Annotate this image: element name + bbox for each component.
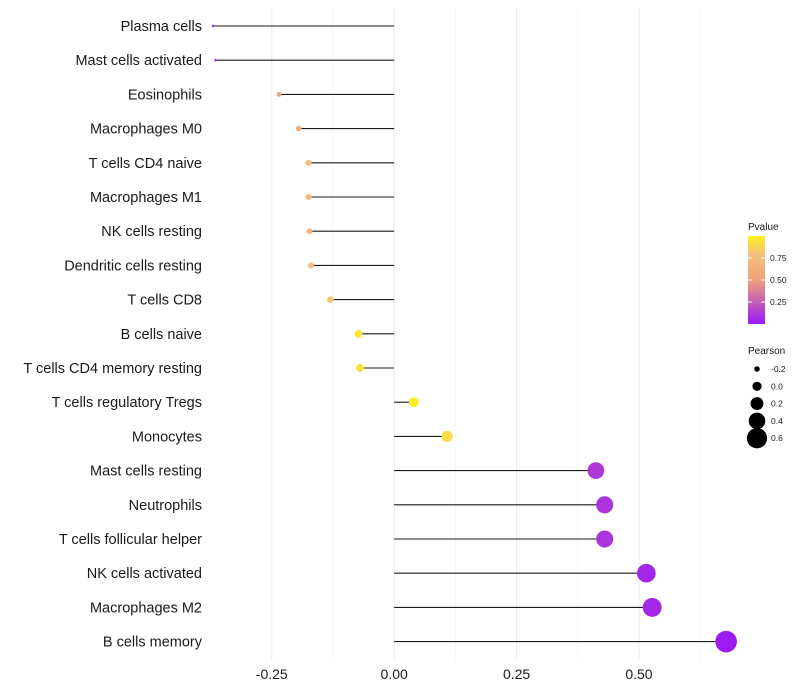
legend-pvalue-colorbar [748, 236, 765, 324]
category-label: NK cells resting [101, 224, 202, 240]
legend-pearson-title: Pearson [748, 346, 785, 357]
legend-pearson-label: 0.6 [771, 433, 783, 443]
legend-pearson-dot [752, 381, 762, 391]
category-label: T cells CD8 [127, 293, 202, 309]
x-tick-label: 0.50 [625, 666, 652, 682]
data-point [596, 530, 614, 548]
category-label: Neutrophils [129, 498, 202, 514]
data-point [214, 58, 217, 62]
category-label: T cells CD4 naive [89, 156, 202, 172]
legend-pearson-label: 0.4 [771, 416, 783, 426]
gridlines [271, 8, 701, 660]
legend-pvalue-tick: 0.50 [770, 275, 787, 285]
x-axis-ticks: -0.25 0.00 0.25 0.50 [256, 666, 653, 682]
x-tick-label: 0.00 [381, 666, 408, 682]
data-point [306, 228, 313, 235]
category-labels: Plasma cells Mast cells activated Eosinoph… [23, 19, 202, 651]
category-label: Macrophages M1 [90, 190, 202, 206]
stems [213, 25, 727, 643]
category-label: NK cells activated [87, 566, 202, 582]
data-point [354, 329, 363, 338]
data-point [307, 262, 314, 269]
category-label: Eosinophils [128, 87, 202, 103]
legend-pvalue-tick: 0.25 [770, 297, 787, 307]
data-point [596, 496, 614, 514]
data-point [636, 563, 656, 583]
category-label: Mast cells activated [75, 53, 202, 69]
category-label: T cells CD4 memory resting [23, 361, 202, 377]
data-point [441, 430, 453, 442]
category-label: Monocytes [132, 429, 202, 445]
category-label: T cells regulatory Tregs [52, 395, 202, 411]
legend-pearson-label: -0.2 [771, 364, 786, 374]
data-point [355, 364, 364, 372]
data-point [587, 462, 605, 479]
data-point [642, 597, 662, 617]
legend-pvalue: Pvalue 0.25 0.50 0.75 [748, 222, 787, 324]
legend-pearson-dot [748, 412, 766, 430]
data-point [715, 630, 737, 653]
category-label: Macrophages M2 [90, 600, 202, 616]
legend-pearson: Pearson -0.2 0.0 0.2 0.4 0.6 [746, 346, 786, 449]
legend-pearson-label: 0.2 [771, 399, 783, 409]
category-label: B cells memory [103, 635, 203, 651]
legend-pvalue-title: Pvalue [748, 222, 779, 233]
x-tick-label: -0.25 [256, 666, 288, 682]
x-tick-label: 0.25 [503, 666, 530, 682]
data-point [305, 159, 312, 166]
category-label: Mast cells resting [90, 464, 202, 480]
legend-pearson-dot [746, 428, 768, 449]
data-point [211, 24, 215, 28]
category-label: Dendritic cells resting [64, 258, 202, 274]
legend-pearson-dot [750, 397, 764, 411]
category-label: Plasma cells [121, 19, 202, 35]
category-label: T cells follicular helper [59, 532, 202, 548]
data-point [295, 125, 302, 132]
category-label: Macrophages M0 [90, 122, 202, 138]
category-label: B cells naive [121, 327, 202, 343]
legend-pearson-label: 0.0 [771, 381, 783, 391]
data-point [327, 296, 334, 304]
points [211, 24, 737, 653]
legend-pvalue-tick: 0.75 [770, 253, 787, 263]
legend-pearson-dot [754, 366, 760, 372]
data-point [305, 194, 312, 200]
data-point [276, 91, 282, 97]
data-point [408, 397, 419, 408]
